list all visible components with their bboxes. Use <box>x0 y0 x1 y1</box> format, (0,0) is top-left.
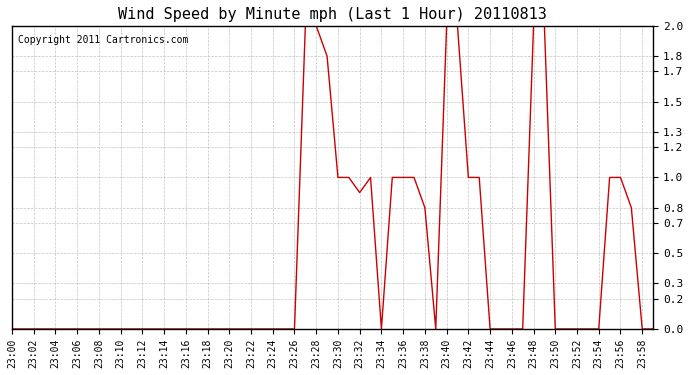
Text: Copyright 2011 Cartronics.com: Copyright 2011 Cartronics.com <box>19 35 189 45</box>
Title: Wind Speed by Minute mph (Last 1 Hour) 20110813: Wind Speed by Minute mph (Last 1 Hour) 2… <box>118 7 547 22</box>
